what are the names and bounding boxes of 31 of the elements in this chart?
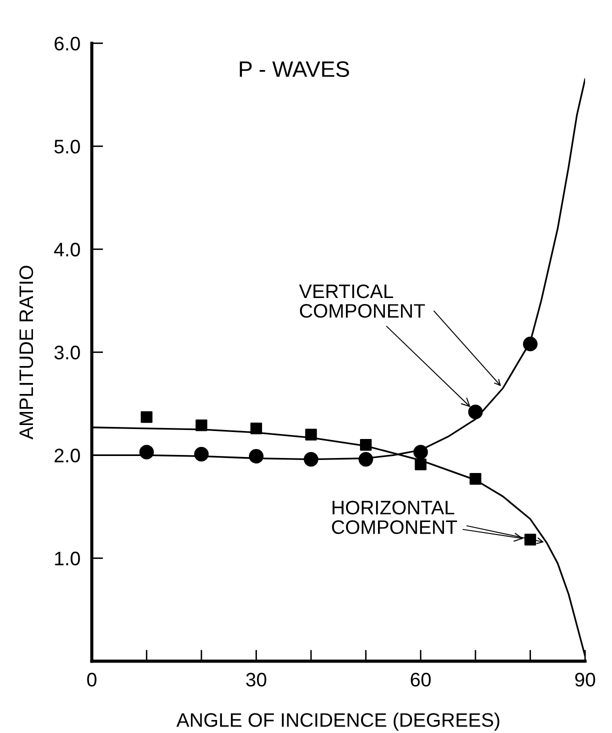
y-tick-label: 6.0 [54, 36, 80, 50]
point [414, 458, 426, 470]
point [413, 444, 428, 460]
point [470, 473, 482, 485]
point [524, 534, 536, 546]
point [139, 444, 154, 460]
point [194, 446, 209, 462]
point [358, 452, 374, 467]
point [360, 439, 372, 451]
point [140, 411, 152, 423]
x-tick-label: 60 [410, 672, 431, 687]
x-axis-title: ANGLE OF INCIDENCE (DEGREES) [176, 712, 500, 731]
point [522, 336, 538, 352]
y-axis-title: AMPLITUDE RATIO [19, 266, 34, 440]
x-tick-label: 90 [575, 672, 596, 687]
point [305, 428, 317, 440]
point [250, 422, 262, 434]
y-tick-label: 3.0 [54, 346, 80, 360]
y-tick-label: 2.0 [54, 448, 80, 462]
point [248, 448, 264, 464]
x-tick-label: 30 [246, 672, 266, 687]
point [304, 452, 318, 467]
x-tick-label: 0 [87, 672, 96, 687]
annotation: HORIZONTAL COMPONENT [332, 500, 457, 534]
point [468, 404, 483, 420]
y-tick-label: 4.0 [54, 242, 80, 256]
y-tick-label: 5.0 [54, 140, 80, 154]
y-tick-label: 1.0 [55, 552, 80, 566]
point [196, 419, 208, 432]
annotation: VERTICAL COMPONENT [299, 284, 425, 318]
annotation: P - WAVES [240, 61, 350, 78]
